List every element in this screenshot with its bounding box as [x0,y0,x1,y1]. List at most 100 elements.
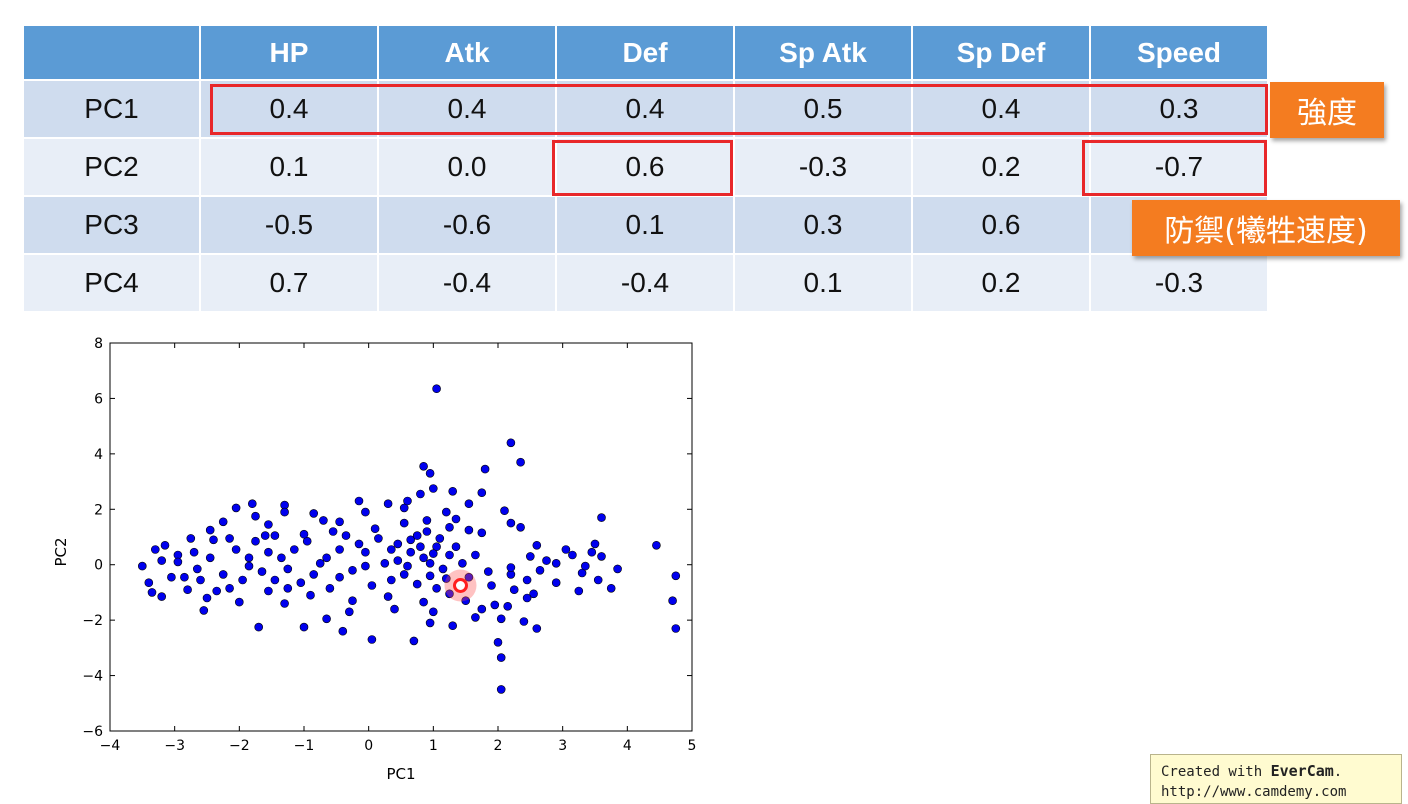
table-cell: 0.7 [201,255,379,313]
scatter-point [393,539,403,549]
scatter-point [509,585,519,595]
scatter-point [428,607,438,617]
scatter-point [568,550,577,560]
scatter-point [157,592,166,601]
scatter-point [551,578,561,587]
y-tick-label: −2 [82,613,103,629]
scatter-point [593,575,603,585]
table-cell: -0.3 [1091,255,1269,313]
scatter-point [186,534,196,543]
scatter-point [251,511,260,521]
header-sp-atk: Sp Atk [735,26,913,81]
scatter-point [386,575,396,585]
scatter-point [477,488,487,497]
scatter-point [383,499,393,508]
table-cell: 0.2 [913,255,1091,313]
scatter-point [328,527,338,536]
scatter-point [225,534,234,543]
scatter-point [367,581,377,590]
scatter-point [403,561,412,571]
scatter-point [196,575,205,585]
table-cell: 0.3 [1091,81,1269,139]
scatter-point [425,571,435,581]
header-speed: Speed [1091,26,1269,81]
scatter-point [280,599,289,608]
scatter-point [464,572,474,582]
scatter-point [464,499,474,508]
row-label: PC4 [24,255,201,313]
x-tick-label: 0 [364,738,373,754]
scatter-point [551,559,561,568]
scatter-point [428,549,438,558]
scatter-point [383,592,393,601]
scatter-point [251,536,260,546]
scatter-point [493,637,503,647]
header-sp-def: Sp Def [913,26,1091,81]
scatter-point [244,561,254,571]
table-cell: -0.4 [379,255,557,313]
scatter-point [147,588,157,597]
scatter-point [309,570,319,579]
scatter-point [299,529,309,539]
scatter-point [257,567,267,576]
scatter-point [180,572,189,582]
scatter-point [432,384,441,394]
scatter-point [422,516,432,525]
table-row-pc3: PC3 -0.5 -0.6 0.1 0.3 0.6 [24,197,1269,255]
scatter-point [370,524,380,533]
scatter-point [151,545,160,554]
scatter-point [296,578,306,587]
scatter-point [283,583,293,593]
scatter-point [506,518,516,528]
scatter-point [260,531,270,540]
scatter-point [302,536,312,546]
x-tick-label: 5 [688,738,697,754]
scatter-point [264,586,273,596]
scatter-point [231,545,241,554]
table-cell: -0.4 [557,255,735,313]
scatter-point [157,556,166,565]
scatter-point [432,583,441,593]
scatter-point [335,545,344,554]
row-label: PC3 [24,197,201,255]
scatter-point [668,596,677,606]
scatter-point [338,626,348,636]
scatter-point [671,624,681,633]
scatter-point [348,566,357,575]
scatter-point [254,622,263,632]
table-cell: 0.4 [379,81,557,139]
table-cell: 0.5 [735,81,913,139]
scatter-point [506,438,516,448]
scatter-point [532,541,542,550]
scatter-point [264,547,273,557]
pc2-def-highlight-box [552,140,733,196]
scatter-point [218,570,228,579]
table-cell: -0.5 [201,197,379,255]
scatter-point [461,596,471,606]
scatter-point [306,590,315,600]
scatter-point [212,586,221,596]
scatter-point [451,542,461,551]
scatter-point [503,601,513,611]
scatter-point [138,561,147,571]
table-cell: 0.3 [735,197,913,255]
scatter-point [613,564,622,574]
scatter-point [344,607,354,617]
scatter-point [597,513,606,522]
row-label: PC2 [24,139,201,197]
table-cell: -0.3 [735,139,913,197]
scatter-point [380,559,390,568]
scatter-point [451,514,461,524]
scatter-point [325,583,335,593]
scatter-point [416,489,425,499]
y-tick-label: 2 [94,502,103,518]
scatter-point [341,531,351,540]
row-label: PC1 [24,81,201,139]
scatter-point [471,613,480,622]
scatter-point [448,621,458,631]
scatter-point [480,464,490,474]
scatter-point [399,570,409,579]
scatter-point [496,685,506,694]
scatter-point [522,593,532,603]
table-row-pc2: PC2 0.1 0.0 0.6 -0.3 0.2 -0.7 [24,139,1269,197]
